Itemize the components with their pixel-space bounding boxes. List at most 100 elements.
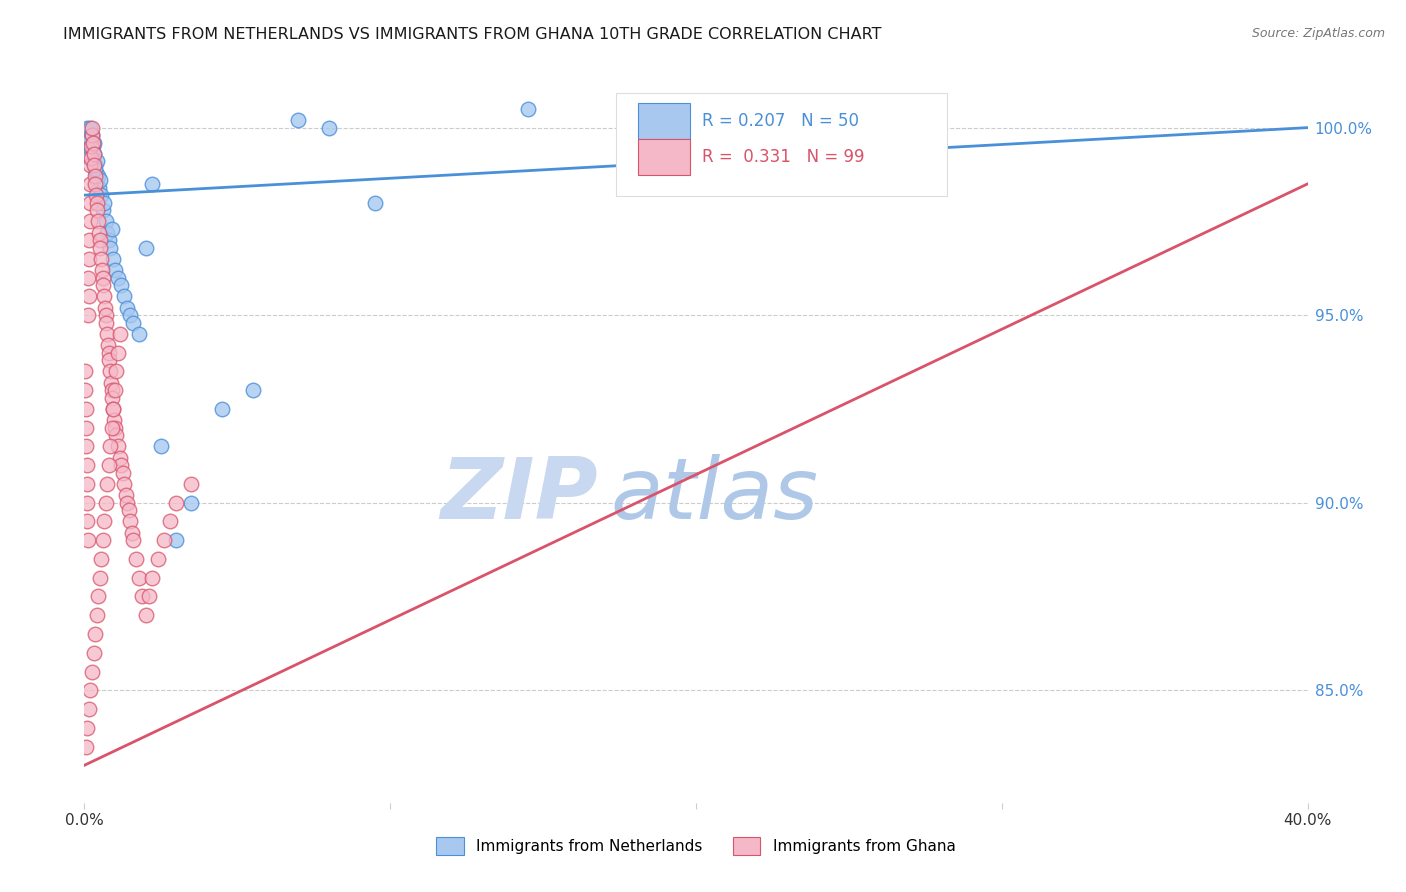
Point: [75, 440, 97, 454]
Point: [149, 440, 172, 454]
Point: [80, 151, 103, 165]
Point: [80, 128, 103, 142]
Point: [135, 608, 157, 623]
Point: [75, 401, 97, 416]
Point: [86, 203, 108, 218]
Point: [287, 113, 309, 128]
Point: [96, 226, 118, 240]
Point: [82, 136, 104, 150]
Point: [83, 147, 105, 161]
Point: [318, 120, 340, 135]
Point: [76, 496, 98, 510]
Point: [77, 270, 100, 285]
Point: [110, 278, 132, 293]
Point: [82, 139, 104, 153]
Point: [125, 552, 148, 566]
Point: [90, 188, 112, 202]
Point: [80, 139, 103, 153]
Point: [76, 477, 98, 491]
Point: [104, 420, 127, 434]
Text: Source: ZipAtlas.com: Source: ZipAtlas.com: [1251, 27, 1385, 40]
Point: [86, 195, 108, 210]
Point: [94, 214, 117, 228]
Point: [128, 326, 150, 341]
Point: [79, 177, 101, 191]
Point: [97, 338, 120, 352]
Point: [79, 195, 101, 210]
Point: [75, 739, 97, 754]
Point: [165, 533, 187, 548]
Point: [80, 143, 103, 157]
Point: [83, 136, 105, 150]
Point: [98, 440, 121, 454]
Point: [75, 383, 97, 397]
Point: [115, 496, 138, 510]
Point: [82, 120, 104, 135]
Point: [75, 139, 97, 153]
Point: [91, 203, 114, 218]
Point: [108, 326, 131, 341]
Point: [97, 458, 120, 473]
Text: atlas: atlas: [610, 454, 818, 537]
Point: [89, 173, 111, 187]
Point: [141, 571, 163, 585]
Point: [98, 241, 121, 255]
Point: [76, 515, 98, 529]
Point: [86, 608, 108, 623]
Point: [80, 665, 103, 679]
Text: R =  0.331   N = 99: R = 0.331 N = 99: [702, 148, 865, 166]
Text: ZIP: ZIP: [440, 454, 598, 537]
Point: [91, 533, 114, 548]
Point: [79, 132, 101, 146]
Point: [76, 721, 98, 735]
FancyBboxPatch shape: [638, 139, 690, 175]
Point: [101, 383, 124, 397]
Point: [103, 252, 125, 266]
Point: [101, 391, 124, 405]
Point: [77, 151, 100, 165]
Point: [98, 364, 121, 378]
Point: [87, 169, 110, 184]
Point: [153, 533, 176, 548]
Point: [100, 376, 122, 390]
Point: [115, 301, 138, 315]
Point: [364, 195, 387, 210]
Point: [180, 496, 202, 510]
FancyBboxPatch shape: [616, 94, 946, 195]
Point: [77, 136, 100, 150]
Point: [80, 128, 103, 142]
Point: [77, 124, 100, 138]
Point: [89, 233, 111, 247]
Point: [120, 515, 142, 529]
Point: [165, 496, 187, 510]
Text: R = 0.207   N = 50: R = 0.207 N = 50: [702, 112, 859, 129]
Point: [120, 308, 142, 322]
Point: [93, 515, 115, 529]
Point: [138, 590, 160, 604]
Point: [146, 552, 169, 566]
Point: [98, 353, 121, 368]
Point: [516, 102, 538, 116]
Point: [108, 450, 131, 465]
Point: [76, 533, 98, 548]
Point: [96, 326, 118, 341]
Point: [83, 646, 105, 660]
Point: [103, 401, 125, 416]
Point: [112, 289, 135, 303]
Point: [83, 147, 105, 161]
Point: [90, 552, 112, 566]
Point: [96, 477, 118, 491]
FancyBboxPatch shape: [638, 103, 690, 138]
Point: [77, 289, 100, 303]
Point: [107, 440, 129, 454]
Point: [104, 263, 127, 277]
Point: [118, 503, 141, 517]
Point: [97, 233, 120, 247]
Point: [121, 525, 143, 540]
Point: [84, 177, 107, 191]
Point: [76, 458, 98, 473]
Point: [79, 683, 101, 698]
Point: [114, 488, 136, 502]
Point: [180, 477, 202, 491]
Point: [107, 270, 129, 285]
